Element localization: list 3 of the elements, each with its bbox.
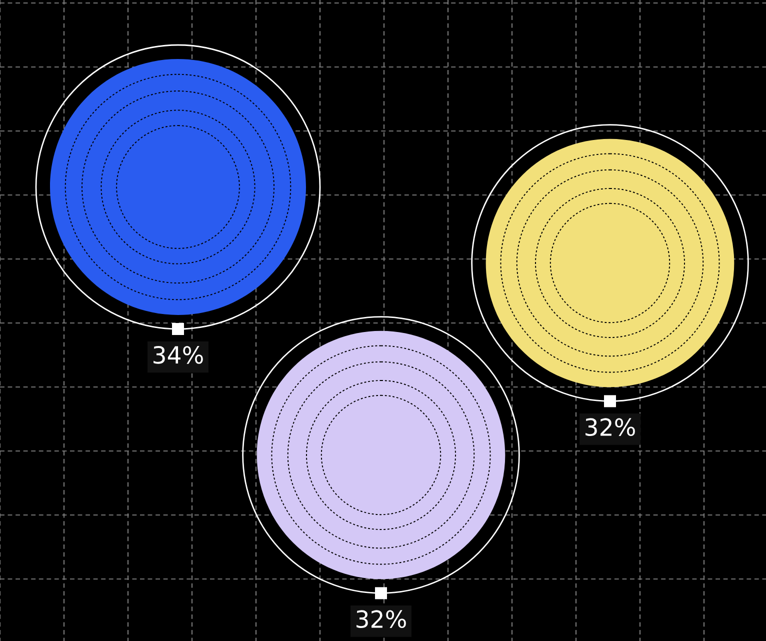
data-label: 34%	[154, 346, 203, 364]
data-label: 32%	[356, 610, 406, 628]
data-label: 32%	[586, 418, 635, 436]
